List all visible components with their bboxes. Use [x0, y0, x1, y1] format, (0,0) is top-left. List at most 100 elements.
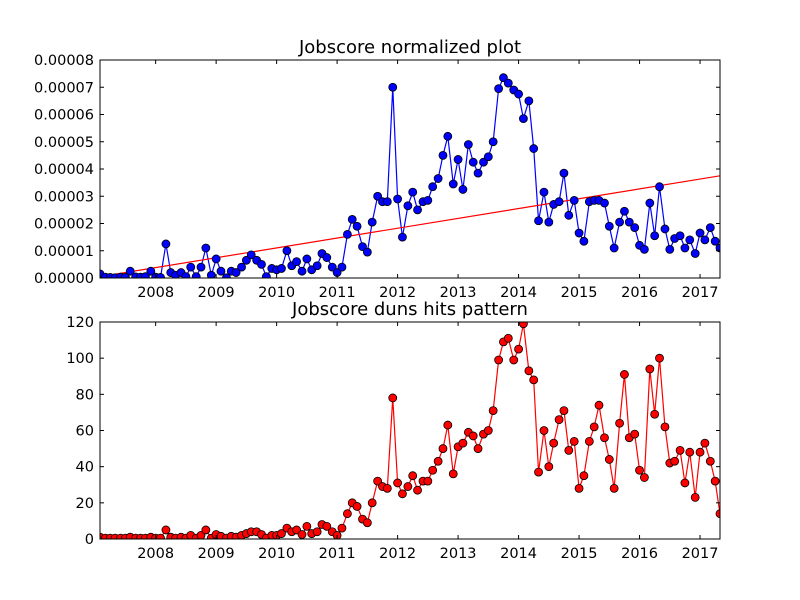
- data-point: [388, 393, 398, 403]
- data-point: [544, 217, 554, 227]
- data-point: [277, 529, 286, 538]
- data-point: [161, 525, 171, 535]
- data-point: [675, 231, 685, 241]
- data-point: [524, 366, 534, 376]
- data-point: [201, 525, 211, 535]
- data-point: [352, 502, 362, 511]
- data-point: [302, 521, 312, 531]
- data-point: [564, 210, 574, 220]
- x-tick-label: 2017: [682, 546, 719, 562]
- data-point: [609, 243, 619, 253]
- x-tick-label: 2014: [500, 546, 537, 562]
- data-point: [393, 194, 403, 204]
- data-point: [624, 217, 634, 227]
- data-point: [398, 489, 407, 499]
- data-point: [584, 436, 594, 446]
- data-point: [140, 272, 150, 278]
- x-tick-label: 2011: [319, 546, 356, 562]
- chart-1-ticks: 0.00000 0.00001 0.00002 0.00003 0.00004 0.000…: [34, 53, 720, 301]
- data-point: [574, 228, 584, 238]
- data-point: [312, 527, 322, 537]
- data-point: [216, 266, 226, 276]
- data-point: [655, 353, 664, 363]
- data-point: [579, 471, 589, 481]
- x-tick-label: 2016: [621, 546, 658, 562]
- data-point: [201, 243, 211, 253]
- data-point: [519, 114, 528, 123]
- data-point: [529, 144, 539, 153]
- data-point: [423, 476, 433, 486]
- data-point: [660, 422, 670, 432]
- y-tick-label: 0.00008: [34, 53, 94, 69]
- data-point: [362, 518, 372, 528]
- y-tick-label: 0.00001: [34, 244, 94, 260]
- data-point: [337, 262, 347, 272]
- data-point: [241, 255, 251, 265]
- y-tick-label: 0.00007: [34, 80, 94, 96]
- y-tick-label: 120: [66, 315, 94, 331]
- data-point: [196, 262, 206, 272]
- data-point: [393, 478, 403, 488]
- data-point: [408, 471, 418, 481]
- data-point: [494, 84, 504, 94]
- x-tick-label: 2016: [621, 285, 658, 301]
- data-point: [398, 232, 407, 242]
- data-point: [292, 257, 301, 267]
- data-point: [675, 445, 685, 455]
- data-point: [594, 400, 604, 410]
- data-point: [499, 73, 508, 83]
- data-point: [362, 247, 372, 257]
- y-tick-label: 60: [76, 424, 94, 440]
- data-point: [186, 262, 196, 272]
- data-point: [483, 426, 493, 435]
- data-point: [554, 197, 564, 207]
- data-point: [448, 469, 458, 479]
- data-point: [458, 185, 468, 194]
- data-point: [373, 476, 383, 486]
- data-point: [639, 244, 649, 254]
- data-point: [458, 438, 468, 448]
- y-tick-label: 0.00003: [34, 189, 94, 205]
- data-point: [488, 137, 498, 147]
- data-point: [473, 168, 483, 178]
- data-point: [428, 465, 438, 475]
- data-point: [534, 467, 543, 477]
- data-point: [473, 444, 483, 453]
- y-tick-label: 80: [76, 387, 94, 403]
- data-point: [569, 195, 579, 205]
- data-point: [514, 89, 523, 99]
- data-point: [630, 429, 640, 439]
- x-tick-label: 2011: [319, 285, 356, 301]
- data-point: [257, 259, 266, 269]
- x-tick-label: 2009: [198, 285, 235, 301]
- chart-1-title: Jobscore normalized plot: [298, 37, 521, 58]
- data-point: [433, 174, 443, 183]
- x-tick-label: 2017: [682, 285, 719, 301]
- data-point: [529, 375, 539, 385]
- y-tick-label: 20: [76, 496, 94, 512]
- data-point: [715, 509, 720, 519]
- data-point: [438, 444, 448, 453]
- data-point: [650, 231, 660, 241]
- data-point: [503, 78, 513, 88]
- data-point: [448, 179, 458, 189]
- chart-2-plot-area: [100, 322, 720, 539]
- data-point: [609, 483, 619, 493]
- data-point: [645, 364, 655, 374]
- chart-2-title: Jobscore duns hits pattern: [291, 299, 528, 320]
- y-tick-label: 0.00005: [34, 135, 94, 151]
- data-point: [604, 455, 614, 464]
- data-point: [695, 228, 705, 238]
- data-point: [297, 530, 307, 539]
- y-tick-label: 0.00002: [34, 217, 94, 233]
- trend-line: [100, 175, 720, 278]
- data-point: [443, 420, 453, 430]
- data-point: [604, 221, 614, 231]
- data-point: [373, 191, 383, 201]
- data-point: [479, 157, 488, 167]
- data-point: [705, 456, 715, 466]
- data-point: [680, 478, 690, 488]
- data-point: [468, 157, 478, 167]
- data-point: [438, 150, 448, 160]
